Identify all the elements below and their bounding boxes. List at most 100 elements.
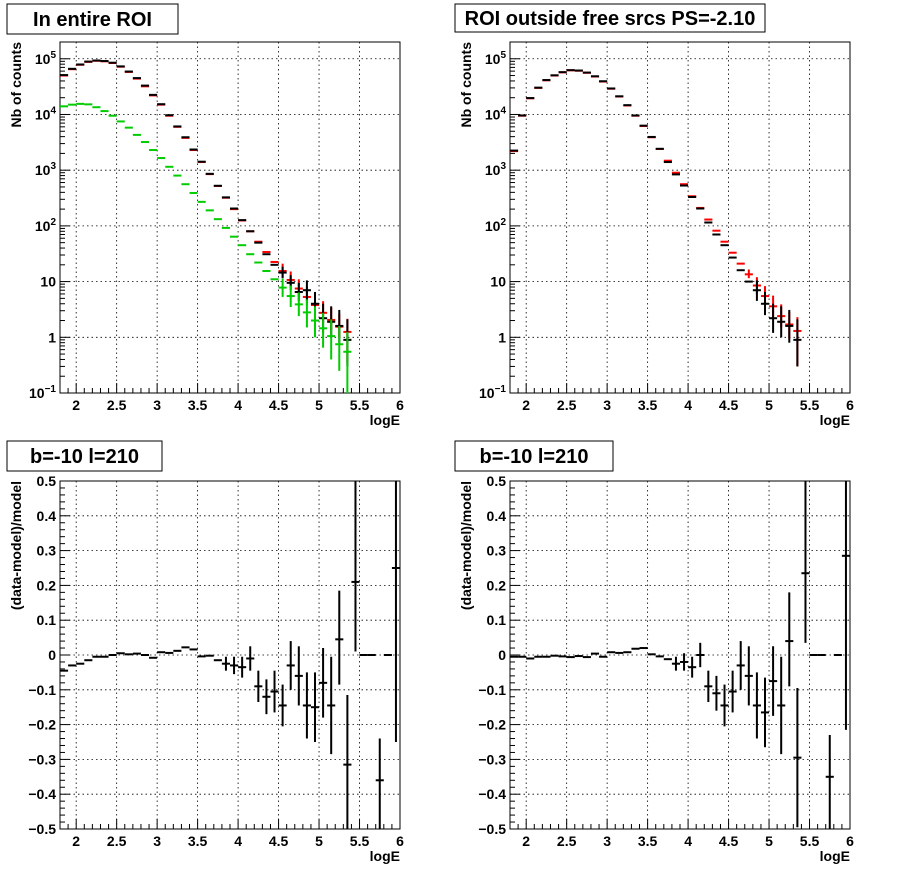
y-tick-label: 0.3 [487, 543, 507, 559]
data-point [343, 331, 352, 393]
data-point [704, 670, 713, 702]
y-tick-label: −0.4 [28, 786, 56, 802]
title-box [454, 3, 766, 33]
x-tick-label: 2.5 [107, 833, 127, 849]
data-point [769, 303, 778, 333]
y-tick-label: 10 [40, 274, 56, 290]
data-point [769, 646, 778, 716]
data-point [720, 684, 729, 727]
panel-title: In entire ROI [33, 9, 152, 31]
data-point [246, 646, 255, 671]
data-series-2 [60, 59, 352, 367]
y-tick-label: 0.1 [37, 612, 57, 628]
y-tick-label: 10−1 [479, 384, 506, 401]
data-point [254, 670, 263, 702]
y-axis-title: (data-model)/model [458, 481, 474, 610]
data-point [319, 312, 328, 348]
x-tick-label: 5.5 [350, 833, 370, 849]
title-box [454, 440, 614, 472]
x-tick-label: 6 [396, 833, 404, 849]
y-tick-label: −0.1 [28, 682, 56, 698]
chart-panel-3: 2 2.5 3 3.5 4 4.5 5 5.5 6 −0.5 −0.4 −0.3 −0.2 −0.1 0 0.… [6, 440, 404, 864]
data-point [760, 677, 770, 748]
y-axis-title: Nb of counts [8, 42, 24, 128]
x-tick-label: 4 [234, 397, 242, 413]
y-tick-label: 0.5 [487, 473, 507, 489]
data-point [752, 280, 761, 301]
title-box [6, 440, 163, 472]
data-point [785, 592, 794, 687]
plot-frame [509, 480, 851, 830]
x-tick-label: 4 [684, 833, 692, 849]
data-point [712, 675, 721, 711]
data-point [760, 292, 770, 316]
y-axis-title: Nb of counts [458, 42, 474, 128]
y-tick-label: 0.2 [487, 577, 507, 593]
y-tick-label: 0 [48, 647, 56, 663]
data-series-2 [510, 69, 802, 367]
y-tick-label: 0 [498, 647, 506, 663]
x-tick-label: 6 [846, 833, 854, 849]
y-tick-label: −0.4 [478, 786, 506, 802]
data-point [327, 656, 336, 755]
data-point [335, 325, 344, 371]
x-tick-label: 5 [315, 397, 323, 413]
data-point [302, 672, 311, 739]
y-tick-label: −0.5 [478, 821, 506, 837]
y-tick-label: −0.1 [478, 682, 506, 698]
data-point [688, 656, 697, 678]
y-tick-label: 0.3 [37, 543, 57, 559]
x-tick-label: 6 [846, 397, 854, 413]
x-tick-label: 5.5 [800, 833, 820, 849]
x-tick-label: 5 [765, 833, 773, 849]
x-tick-label: 5 [765, 397, 773, 413]
y-tick-label: −0.3 [478, 751, 506, 767]
y-tick-label: 0.4 [487, 508, 507, 524]
data-point [286, 285, 295, 307]
x-tick-label: 2.5 [557, 833, 577, 849]
y-tick-label: 104 [35, 105, 57, 122]
data-point [310, 672, 320, 742]
x-tick-label: 4 [234, 833, 242, 849]
data-point [319, 648, 328, 718]
data-point [777, 656, 786, 755]
data-point [335, 590, 344, 685]
x-tick-label: 3.5 [188, 397, 208, 413]
data-point [841, 481, 850, 730]
y-tick-label: 104 [485, 105, 507, 122]
y-tick-label: 0.5 [37, 473, 57, 489]
x-tick-label: 2 [522, 397, 530, 413]
data-point [801, 481, 810, 643]
data-point [728, 670, 737, 713]
data-point [221, 656, 230, 671]
data-point [278, 278, 287, 297]
y-tick-label: 105 [35, 50, 57, 67]
x-tick-label: 3 [153, 833, 161, 849]
y-tick-label: 1 [48, 329, 56, 345]
data-point [294, 292, 303, 317]
data-series-3 [60, 102, 352, 393]
data-point [793, 319, 802, 367]
data-point [793, 688, 802, 828]
data-point [391, 481, 400, 742]
data-point [777, 306, 786, 338]
x-tick-label: 4.5 [269, 833, 289, 849]
data-point [278, 684, 287, 727]
x-axis-title: logE [820, 848, 850, 864]
x-tick-label: 3.5 [638, 833, 658, 849]
data-point [262, 679, 271, 715]
x-tick-label: 3.5 [638, 397, 658, 413]
y-tick-label: −0.3 [28, 751, 56, 767]
panel-title: ROI outside free srcs PS=-2.10 [465, 8, 756, 30]
data-point [310, 306, 320, 338]
data-point [671, 656, 680, 671]
data-point [286, 641, 295, 690]
x-tick-label: 4.5 [719, 397, 739, 413]
data-point [785, 309, 794, 343]
y-tick-label: 1 [498, 329, 506, 345]
chart-panel-4: 2 2.5 3 3.5 4 4.5 5 5.5 6 −0.5 −0.4 −0.3 −0.2 −0.1 0 0.… [454, 440, 854, 864]
data-series-1 [60, 481, 400, 829]
x-tick-label: 4 [684, 397, 692, 413]
data-point [238, 656, 247, 678]
